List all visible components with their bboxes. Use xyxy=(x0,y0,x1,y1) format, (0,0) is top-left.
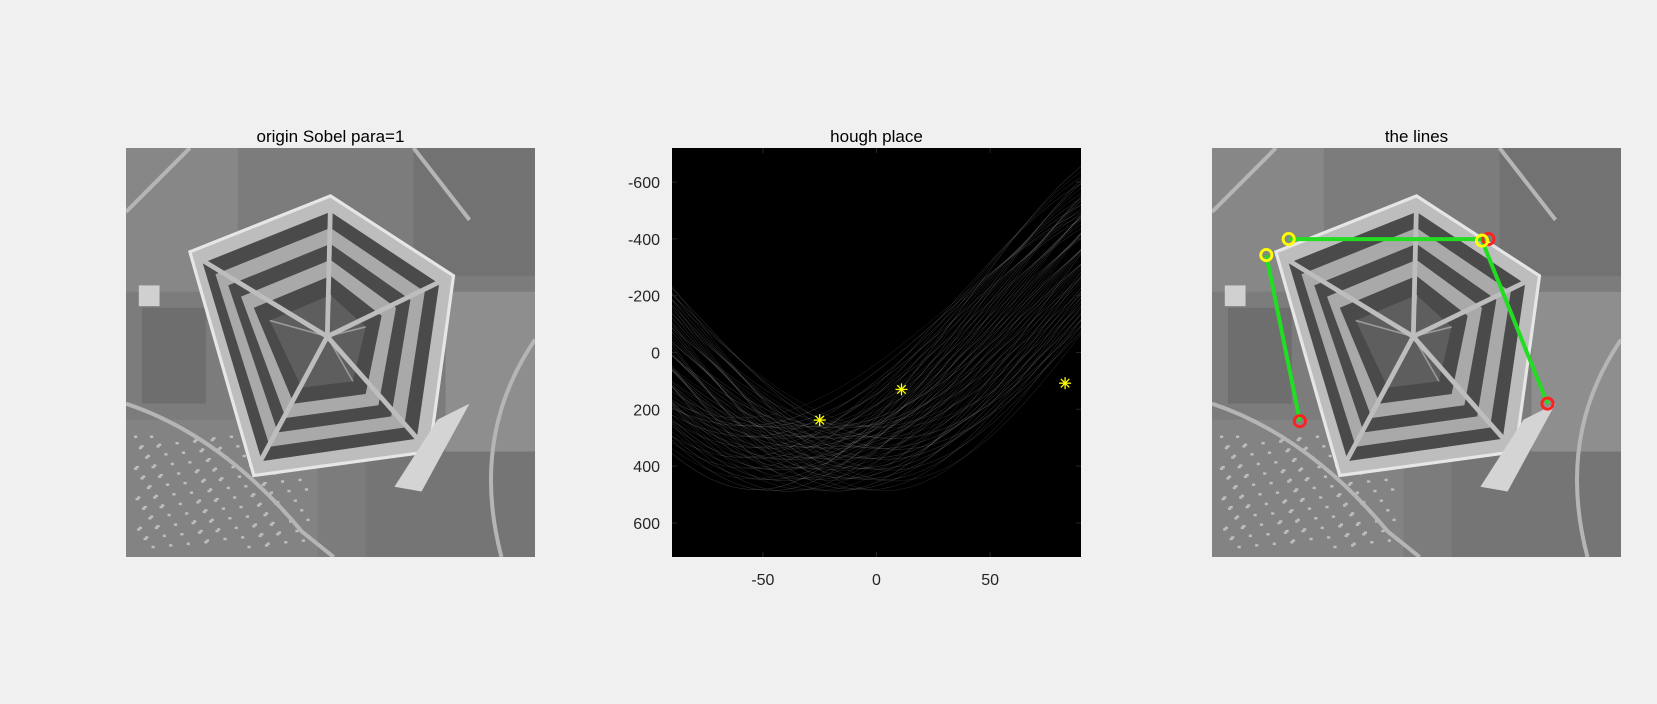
parking-lot xyxy=(133,435,312,549)
road xyxy=(126,148,192,214)
road xyxy=(1212,401,1421,557)
corridor xyxy=(324,203,333,337)
hough-peak xyxy=(813,414,826,427)
line-start-marker xyxy=(1281,232,1296,247)
hough-background xyxy=(672,148,1081,557)
corridor xyxy=(1281,254,1415,339)
y-tick-label: 600 xyxy=(633,516,660,533)
y-tick-label: -400 xyxy=(628,232,660,249)
x-tick-label: 0 xyxy=(872,572,881,589)
hough-peak xyxy=(895,383,908,396)
line-end-marker xyxy=(1481,232,1496,247)
panel1-title: origin Sobel para=1 xyxy=(256,127,405,146)
road xyxy=(1498,148,1558,222)
corridor xyxy=(1411,334,1511,447)
x-tick-label: 50 xyxy=(981,572,999,589)
y-tick-label: 400 xyxy=(633,459,660,476)
corridor xyxy=(254,335,330,469)
corridor xyxy=(195,254,329,339)
x-tick-label: -50 xyxy=(751,572,774,589)
road xyxy=(412,148,472,222)
courtyard-path xyxy=(269,319,328,338)
corridor xyxy=(1410,203,1419,337)
hough-peak xyxy=(1059,377,1072,390)
y-tick-label: 0 xyxy=(651,346,660,363)
corridor xyxy=(1412,276,1533,339)
line-start-marker xyxy=(1474,233,1490,248)
panel2-title: hough place xyxy=(830,127,923,146)
parking-structure xyxy=(394,403,470,492)
y-tick-label: -600 xyxy=(628,175,660,192)
hough-line xyxy=(1480,239,1550,405)
hough-ticks xyxy=(672,148,1081,557)
corridor xyxy=(1340,335,1416,469)
y-tick-label: -200 xyxy=(628,289,660,306)
helipad xyxy=(138,285,160,307)
origin-image xyxy=(126,148,535,557)
corridor xyxy=(326,276,447,339)
hough-line xyxy=(1264,254,1302,422)
line-start-marker xyxy=(1259,248,1274,263)
line-end-marker xyxy=(1540,396,1555,411)
hough-curves xyxy=(672,166,1081,492)
parking-structure xyxy=(1480,403,1556,492)
panel3-title: the lines xyxy=(1384,127,1449,146)
road xyxy=(1212,148,1278,214)
y-tick-label: 200 xyxy=(633,402,660,419)
road xyxy=(1574,338,1621,557)
corridor xyxy=(325,334,425,447)
line-end-marker xyxy=(1292,414,1307,429)
courtyard-path xyxy=(1355,319,1414,338)
road xyxy=(126,401,335,557)
lines-image xyxy=(1212,148,1621,557)
helipad xyxy=(1224,285,1246,307)
road xyxy=(488,338,535,557)
